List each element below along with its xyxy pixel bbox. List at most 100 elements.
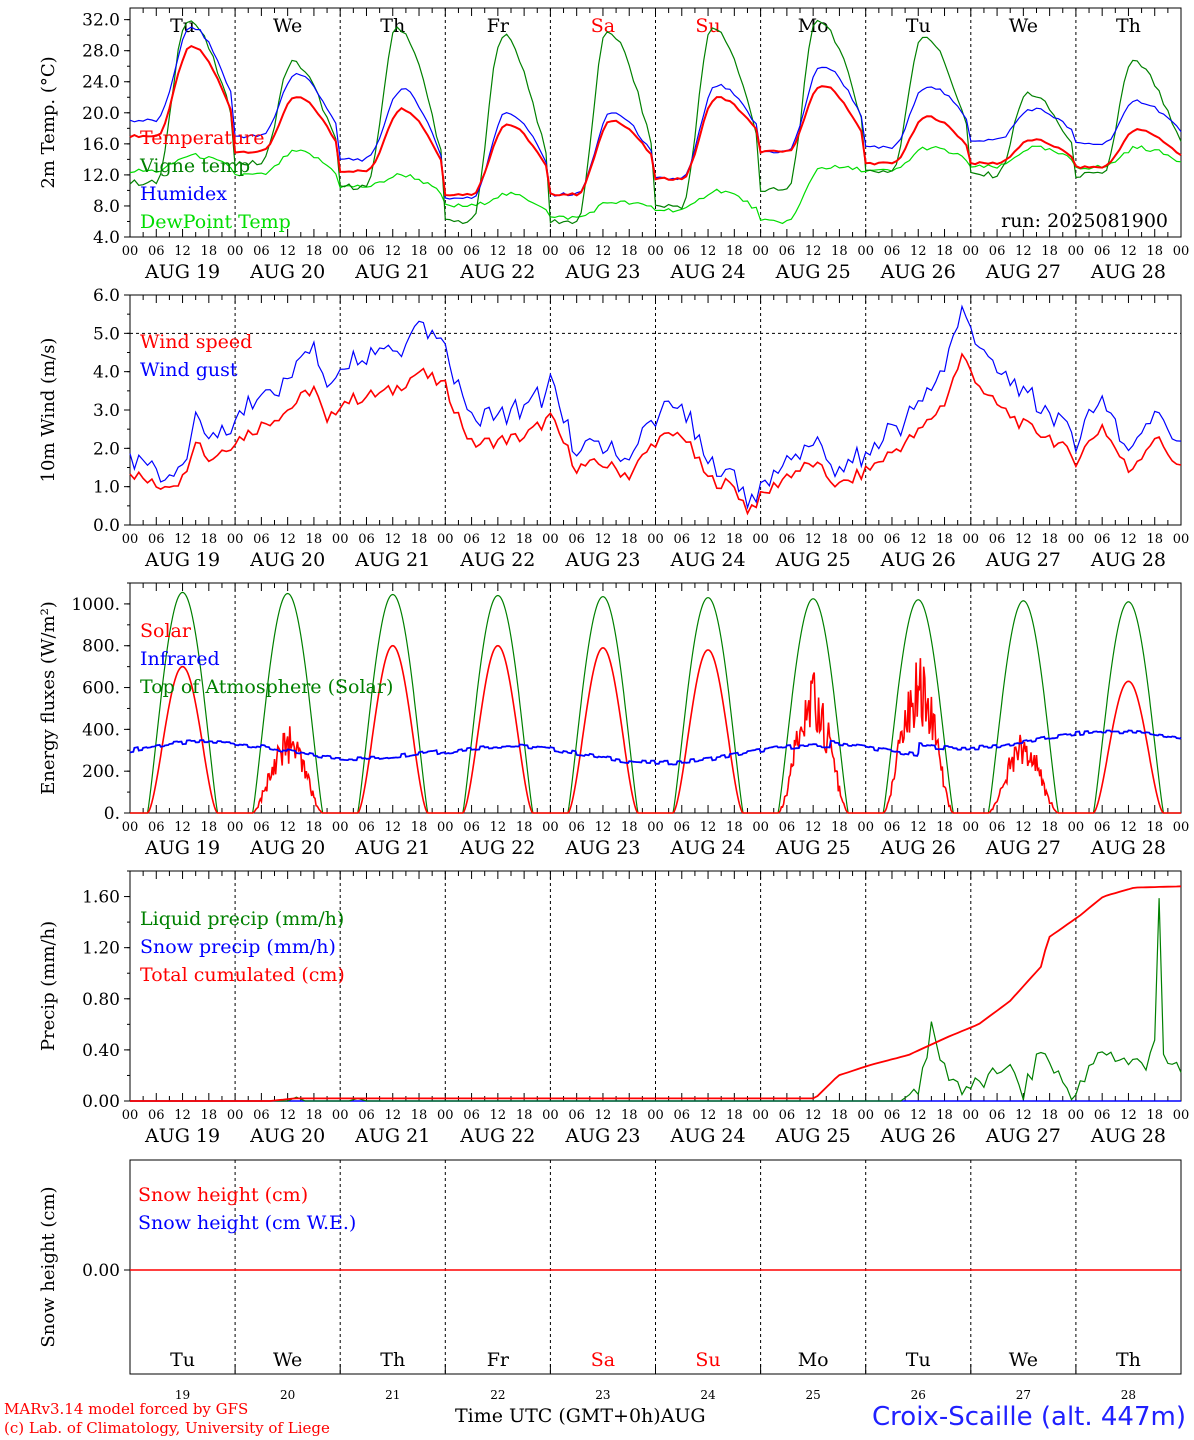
hour-label: 12 <box>805 244 822 259</box>
hour-label: 06 <box>989 820 1006 835</box>
hour-label: 06 <box>989 1108 1006 1123</box>
y-tick-label: 8.0 <box>93 197 120 217</box>
y-tick-label: 28.0 <box>82 42 120 62</box>
date-label: AUG 21 <box>354 837 430 859</box>
hour-label: 06 <box>148 1108 165 1123</box>
hour-label: 06 <box>568 532 585 547</box>
hour-label: 00 <box>963 244 980 259</box>
y-tick-label: 1.20 <box>82 939 120 959</box>
hour-label: 00 <box>1068 820 1085 835</box>
hour-label: 18 <box>306 532 323 547</box>
hour-label: 12 <box>1015 532 1032 547</box>
legend-snow-precip-mm-h-: Snow precip (mm/h) <box>140 936 336 958</box>
date-label: AUG 28 <box>1090 549 1166 571</box>
y-axis-label: 2m Temp. (°C) <box>38 56 59 188</box>
wind-speed-line <box>129 352 1182 516</box>
hour-label: 12 <box>384 532 401 547</box>
month-label: AUG <box>660 1405 706 1427</box>
hour-label: 00 <box>857 1108 874 1123</box>
hour-label: 06 <box>1094 820 1111 835</box>
hour-label: 00 <box>437 244 454 259</box>
infrared-line <box>129 729 1182 766</box>
bottom-day-number: 27 <box>1016 1388 1031 1402</box>
hour-label: 12 <box>1120 1108 1137 1123</box>
hour-label: 00 <box>1173 532 1190 547</box>
y-axis-label: Energy fluxes (W/m²) <box>38 601 59 795</box>
hour-label: 18 <box>1041 244 1058 259</box>
bottom-day-number: 23 <box>595 1388 610 1402</box>
hour-label: 00 <box>752 820 769 835</box>
hour-label: 18 <box>411 1108 428 1123</box>
hour-label: 00 <box>332 244 349 259</box>
hour-label: 00 <box>227 244 244 259</box>
hour-label: 12 <box>700 820 717 835</box>
hour-label: 12 <box>279 820 296 835</box>
y-tick-label: 4.0 <box>93 228 120 248</box>
hour-label: 06 <box>779 532 796 547</box>
legend-humidex: Humidex <box>140 183 227 205</box>
hour-label: 18 <box>831 244 848 259</box>
hour-label: 00 <box>122 532 139 547</box>
vigne-temp-line <box>129 19 1182 225</box>
y-tick-label: 0.80 <box>82 990 120 1010</box>
bottom-day-number: 25 <box>806 1388 821 1402</box>
hour-label: 06 <box>1094 1108 1111 1123</box>
bottom-day-number: 26 <box>911 1388 926 1402</box>
hour-label: 00 <box>542 820 559 835</box>
hour-label: 06 <box>148 244 165 259</box>
hour-label: 06 <box>989 532 1006 547</box>
hour-label: 00 <box>1173 244 1190 259</box>
time-axis-label: Time UTC (GMT+0h)AUG <box>455 1405 706 1427</box>
hour-label: 18 <box>306 1108 323 1123</box>
hour-label: 06 <box>1094 532 1111 547</box>
hour-label: 18 <box>1146 820 1163 835</box>
date-label: AUG 25 <box>775 549 851 571</box>
y-tick-label: 16.0 <box>82 135 120 155</box>
hour-label: 18 <box>831 820 848 835</box>
hour-label: 18 <box>1146 244 1163 259</box>
wind-gust-line <box>129 304 1182 510</box>
legend-snow-height-cm-: Snow height (cm) <box>138 1184 308 1206</box>
temperature-line <box>129 44 1182 197</box>
hour-label: 06 <box>253 820 270 835</box>
y-tick-label: 0.00 <box>82 1261 120 1281</box>
y-tick-label: 6.0 <box>93 286 120 306</box>
hour-label: 12 <box>910 820 927 835</box>
hour-label: 00 <box>122 1108 139 1123</box>
date-label: AUG 25 <box>775 1125 851 1147</box>
y-tick-label: 0.0 <box>93 516 120 536</box>
hour-label: 12 <box>700 244 717 259</box>
hour-label: 06 <box>1094 244 1111 259</box>
hour-label: 06 <box>674 532 691 547</box>
hour-label: 00 <box>963 532 980 547</box>
hour-label: 00 <box>227 532 244 547</box>
liquid-precip-line <box>130 898 1182 1102</box>
hour-label: 12 <box>1120 532 1137 547</box>
hour-label: 00 <box>437 532 454 547</box>
hour-label: 00 <box>752 1108 769 1123</box>
day-name: We <box>273 15 302 37</box>
bottom-day-number: 22 <box>490 1388 505 1402</box>
bottom-day-name: Fr <box>487 1349 510 1371</box>
day-name: Sa <box>591 15 615 37</box>
date-label: AUG 23 <box>564 549 640 571</box>
date-label: AUG 24 <box>669 837 745 859</box>
hour-label: 12 <box>805 820 822 835</box>
hour-label: 12 <box>384 244 401 259</box>
hour-label: 18 <box>306 244 323 259</box>
hour-label: 12 <box>279 1108 296 1123</box>
hour-label: 00 <box>647 820 664 835</box>
hour-label: 00 <box>857 532 874 547</box>
y-tick-label: 200. <box>82 762 120 782</box>
legend-solar: Solar <box>140 620 192 642</box>
hour-label: 06 <box>674 244 691 259</box>
date-label: AUG 20 <box>249 261 325 283</box>
hour-label: 12 <box>490 820 507 835</box>
hour-label: 18 <box>306 820 323 835</box>
legend-snow-height-cm-w-e-: Snow height (cm W.E.) <box>138 1212 356 1234</box>
y-tick-label: 600. <box>82 679 120 699</box>
date-label: AUG 24 <box>669 261 745 283</box>
date-label: AUG 21 <box>354 1125 430 1147</box>
hour-label: 06 <box>674 1108 691 1123</box>
